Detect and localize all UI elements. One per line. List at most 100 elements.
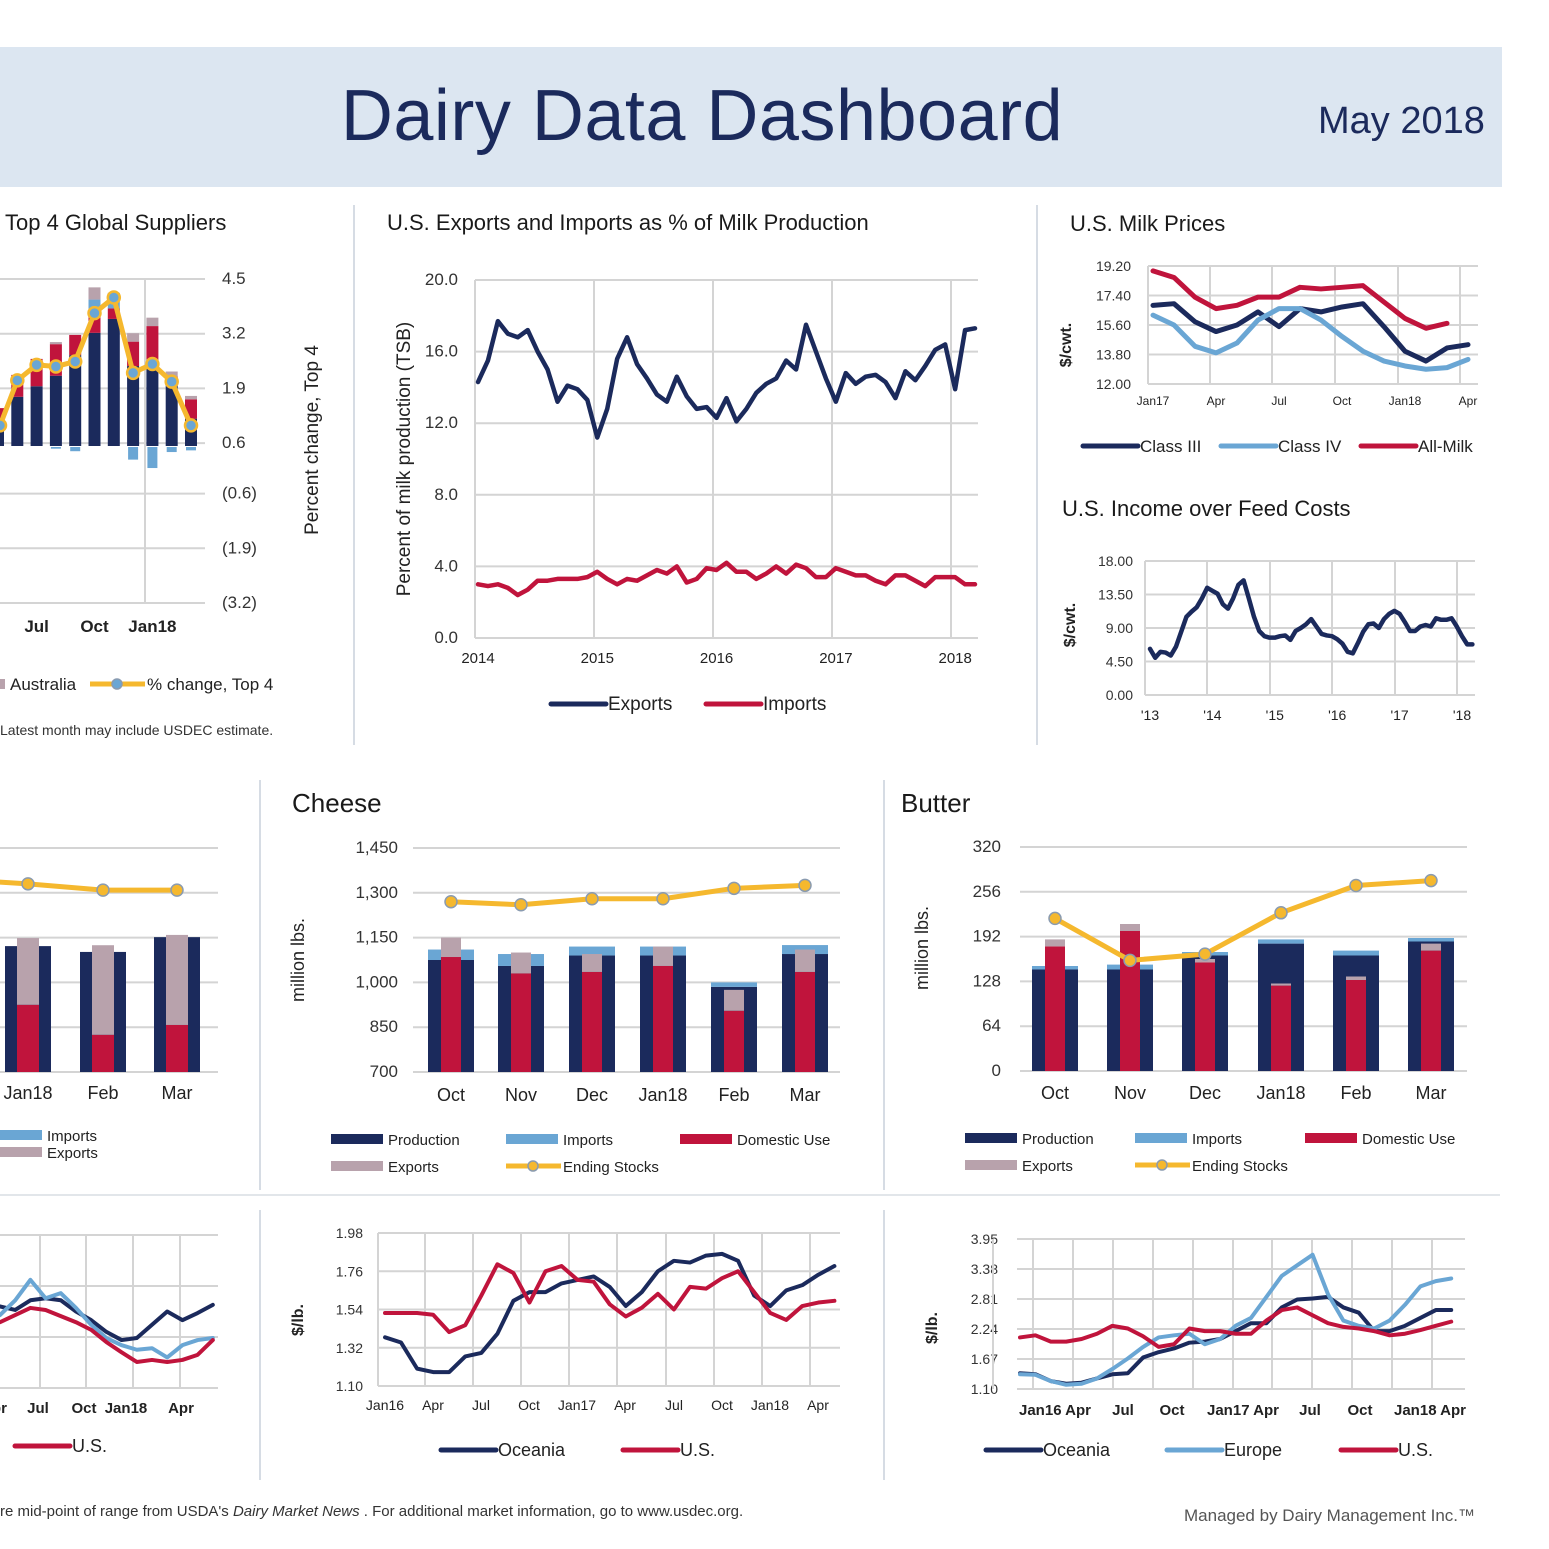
y-tick-label: 3.38 <box>971 1261 998 1277</box>
legend-label: Europe <box>1224 1440 1282 1460</box>
x-tick-label: Dec <box>576 1085 608 1105</box>
bar-exports <box>441 937 461 958</box>
x-tick-label: Mar <box>162 1083 193 1103</box>
x-tick-label: Apr <box>1207 394 1226 408</box>
bar-domestic-use <box>92 1034 114 1072</box>
x-tick-label: Jul <box>27 1400 49 1417</box>
data-point <box>798 878 812 893</box>
x-tick-label: Oct <box>1159 1402 1184 1419</box>
header-banner <box>0 47 1502 187</box>
x-tick-label: Jan18 <box>3 1083 52 1103</box>
bar-exports <box>17 938 39 1005</box>
y-tick-label: (3.2) <box>222 593 257 612</box>
bar-segment <box>165 385 178 446</box>
x-tick-label: Oct <box>437 1085 465 1105</box>
series-line-ending-stocks <box>450 882 806 908</box>
x-tick-label: 2018 <box>939 650 972 667</box>
data-point <box>1123 953 1137 968</box>
bar-domestic-use <box>1271 985 1291 1071</box>
x-tick-label: '16 <box>1328 707 1346 723</box>
data-point <box>1424 873 1438 888</box>
bar-exports <box>1271 983 1291 986</box>
bar-segment <box>107 308 120 319</box>
legend-label: Class III <box>1140 437 1201 456</box>
bar-segment <box>49 375 62 446</box>
data-point <box>1349 878 1363 893</box>
bar-segment <box>50 447 61 449</box>
y-tick-label: 9.00 <box>1106 620 1133 636</box>
data-point <box>727 881 741 896</box>
x-tick-label: 2014 <box>461 650 494 667</box>
bar-segment <box>11 396 24 446</box>
divider <box>353 205 355 745</box>
bar-imports <box>711 982 757 987</box>
legend-label: U.S. <box>680 1440 715 1460</box>
series-line-series <box>1147 578 1475 661</box>
bar-segment <box>127 366 140 446</box>
legend-swatch <box>1305 1133 1357 1143</box>
legend-label: U.S. <box>1398 1440 1433 1460</box>
legend-label: Exports <box>388 1159 439 1176</box>
legend-marker <box>111 678 123 690</box>
bar-domestic-use <box>582 971 602 1072</box>
data-point <box>444 895 458 909</box>
data-point <box>585 892 599 906</box>
bar-imports <box>782 945 828 955</box>
managed-by: Managed by Dairy Management Inc.™ <box>1184 1506 1476 1525</box>
y-tick-label: 0.6 <box>222 433 246 452</box>
x-tick-label: Jan16 <box>366 1397 404 1413</box>
x-tick-label: Apr <box>422 1397 444 1413</box>
x-tick-label: Oct <box>1333 394 1352 408</box>
source-text: re mid-point of range from USDA's <box>0 1503 233 1520</box>
source-link-text: . For additional market information, go … <box>359 1503 744 1520</box>
bar-segment <box>166 447 177 453</box>
legend-label: Production <box>1022 1131 1094 1148</box>
bar-segment <box>70 447 81 452</box>
bar-segment <box>107 318 120 446</box>
cheese-title: Cheese <box>292 788 382 818</box>
series-line-u-s- <box>1018 1305 1454 1349</box>
data-point <box>170 883 184 897</box>
y-tick-label: 700 <box>370 1062 398 1081</box>
bar-domestic-use <box>511 973 531 1072</box>
x-tick-label: Oct <box>80 617 109 636</box>
x-tick-label: Nov <box>505 1085 537 1105</box>
legend-label: Oceania <box>498 1440 566 1460</box>
x-tick-label: Jan17 Apr <box>1207 1402 1279 1419</box>
y-tick-label: 0.00 <box>1106 687 1133 703</box>
x-tick-label: Dec <box>1189 1083 1221 1103</box>
bar-domestic-use <box>795 971 815 1072</box>
bar-segment <box>88 332 101 446</box>
y-tick-label: 15.60 <box>1096 317 1131 333</box>
y-tick-label: 1.9 <box>222 378 246 397</box>
legend-label: All-Milk <box>1418 437 1473 456</box>
bar-segment <box>146 326 159 360</box>
source-publication: Dairy Market News <box>232 1503 360 1520</box>
data-point <box>183 418 199 433</box>
iofc-title: U.S. Income over Feed Costs <box>1062 496 1351 521</box>
y-axis-title: $/cwt. <box>1058 323 1075 367</box>
series-line-class-iii <box>1150 301 1471 364</box>
x-tick-label: Jan17 <box>1137 394 1170 408</box>
x-tick-label: Oct <box>71 1400 96 1417</box>
bar-imports <box>1408 938 1454 942</box>
bar-domestic-use <box>1120 931 1140 1071</box>
x-tick-label: Jul <box>1112 1402 1134 1419</box>
divider <box>1036 205 1038 745</box>
y-tick-label: 13.80 <box>1096 347 1131 363</box>
bar-imports <box>569 946 615 956</box>
bar-exports <box>582 954 602 972</box>
data-point <box>10 373 25 388</box>
bar-imports <box>1258 939 1304 944</box>
legend-swatch <box>506 1134 558 1144</box>
y-tick-label: (0.6) <box>222 484 257 503</box>
x-tick-label: Nov <box>1114 1083 1146 1103</box>
bar-segment <box>30 358 43 387</box>
x-tick-label: '18 <box>1453 707 1471 723</box>
x-tick-label: Oct <box>1041 1083 1069 1103</box>
y-tick-label: 13.50 <box>1098 587 1133 603</box>
data-point <box>0 418 8 433</box>
y-tick-label: 1.10 <box>971 1381 998 1397</box>
series-line-exports <box>475 318 978 440</box>
